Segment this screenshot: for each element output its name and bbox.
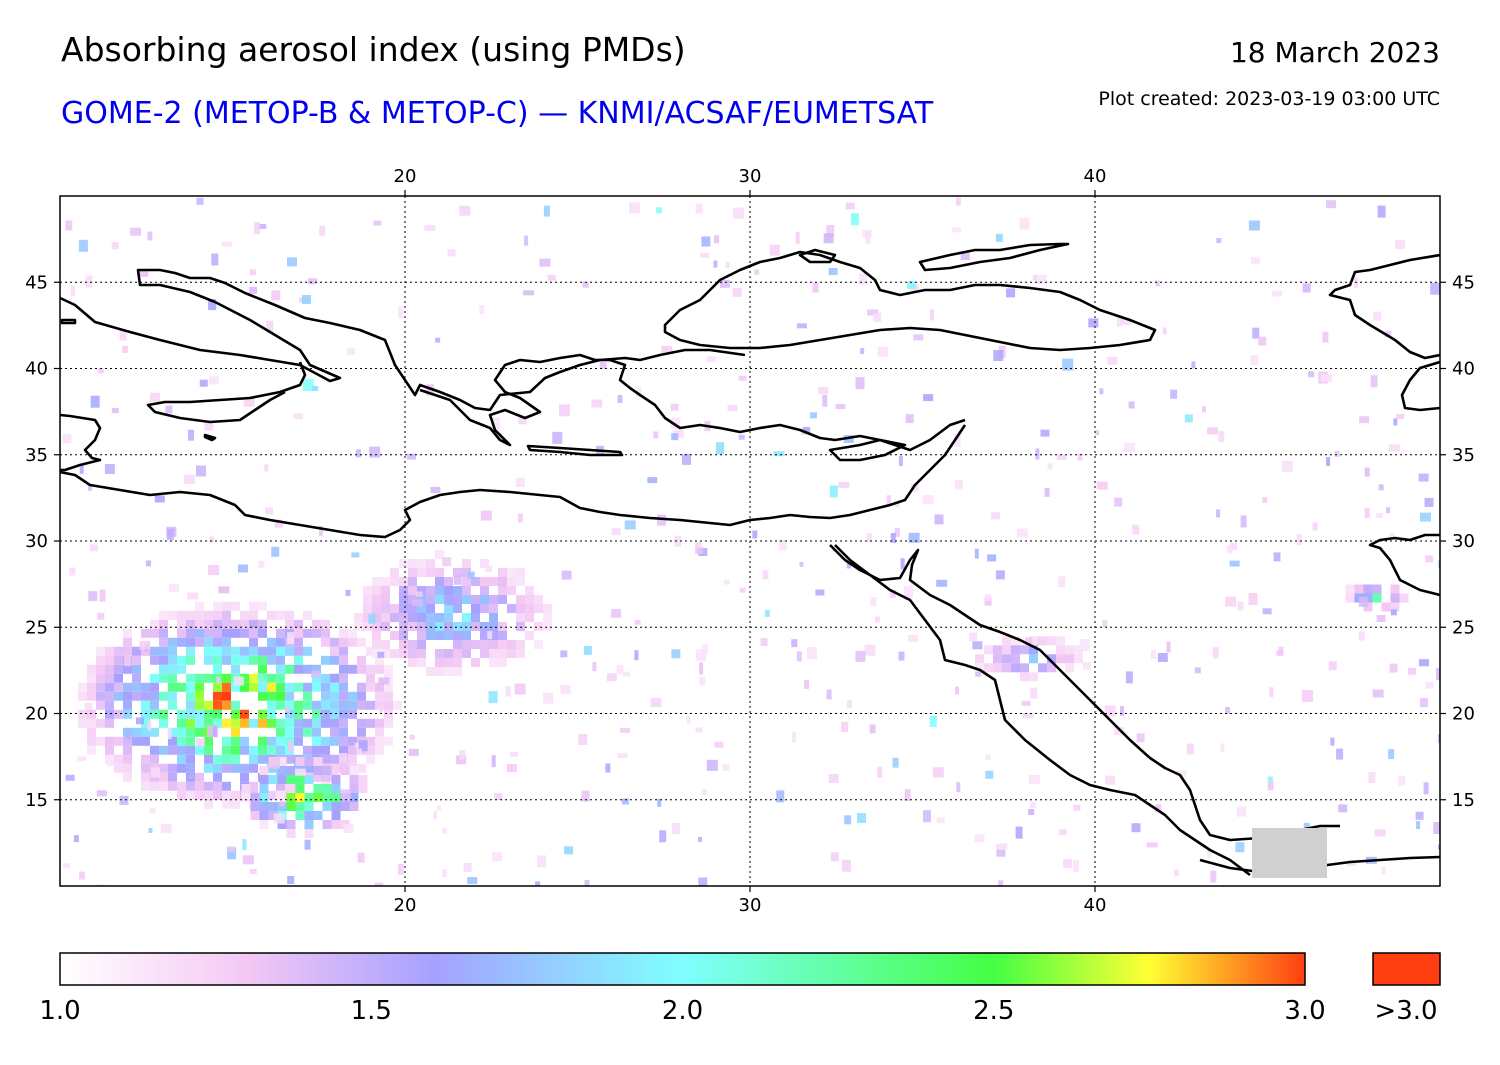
coastline-iran-west — [1400, 360, 1440, 412]
colorbar-tick-label: 3.0 — [1284, 996, 1325, 1026]
coastline-crete — [526, 444, 624, 457]
lon-tick-label-top: 30 — [739, 166, 762, 187]
coastline-red-sea-west — [834, 544, 1251, 877]
lat-tick-label-right: 20 — [1452, 704, 1475, 725]
coastline-crimea — [798, 248, 837, 264]
coastline-persian-gulf — [1368, 533, 1440, 597]
aerosol-index-layer — [62, 197, 1440, 886]
lat-tick-label-left: 30 — [25, 531, 48, 552]
coastline-italy-boot — [146, 361, 307, 424]
lat-tick-label-left: 15 — [25, 790, 48, 811]
lon-tick-label-bottom: 30 — [739, 895, 762, 916]
coastline-cyprus — [828, 438, 907, 462]
plot-created-timestamp: Plot created: 2023-03-19 03:00 UTC — [1098, 88, 1440, 110]
coastline-italy — [60, 268, 746, 412]
lat-tick-label-right: 35 — [1452, 445, 1475, 466]
coastline-red-sea-east — [829, 544, 1340, 842]
aerosol-region — [1345, 584, 1409, 612]
colorbar-tick-label: 2.5 — [973, 996, 1014, 1026]
colorbar-over-label: >3.0 — [1374, 996, 1437, 1026]
coastline-sicily — [203, 433, 217, 442]
aerosol-speckles — [62, 197, 1440, 886]
map-subtitle: GOME-2 (METOP-B & METOP-C) — KNMI/ACSAF/… — [61, 96, 934, 131]
lat-tick-label-left: 45 — [25, 272, 48, 293]
coastline-north-africa — [60, 424, 967, 539]
lat-tick-label-right: 25 — [1452, 617, 1475, 638]
lon-tick-label-bottom: 40 — [1084, 895, 1107, 916]
colorbar-tick-label: 1.0 — [39, 996, 80, 1026]
map-title: Absorbing aerosol index (using PMDs) — [61, 30, 686, 69]
colorbar-tick-label: 2.0 — [662, 996, 703, 1026]
lat-tick-label-left: 40 — [25, 359, 48, 380]
coastline-tunisia — [60, 413, 102, 472]
coastline-caspian-region — [1328, 253, 1440, 360]
colorbar-over-swatch — [1372, 952, 1441, 986]
lat-tick-label-right: 40 — [1452, 359, 1475, 380]
aerosol-region — [241, 757, 368, 838]
aerosol-region — [78, 601, 402, 809]
aerosol-region — [975, 636, 1083, 682]
coastline-sardinia — [60, 318, 77, 325]
lat-tick-label-right: 45 — [1452, 272, 1475, 293]
aerosol-region — [354, 550, 552, 676]
colorbar-tick-label: 1.5 — [351, 996, 392, 1026]
lon-tick-label-top: 20 — [394, 166, 417, 187]
graticule — [60, 196, 1440, 886]
lat-tick-label-right: 30 — [1452, 531, 1475, 552]
lat-tick-label-left: 35 — [25, 445, 48, 466]
observation-date: 18 March 2023 — [1229, 36, 1440, 69]
no-data-region — [1252, 828, 1327, 878]
lat-tick-label-right: 15 — [1452, 790, 1475, 811]
axis-ticks: 20 20 30 30 40 40 45 45 40 40 35 35 30 30 25 25 20 20 15 15 — [25, 166, 1475, 916]
colorbar — [59, 952, 1306, 986]
lon-tick-label-bottom: 20 — [394, 895, 417, 916]
coastline-azov — [918, 242, 1070, 272]
lat-tick-label-left: 20 — [25, 704, 48, 725]
coastline-greece — [419, 353, 966, 452]
lon-tick-label-top: 40 — [1084, 166, 1107, 187]
colorbar-ticks: 1.0 1.5 2.0 2.5 3.0 — [39, 996, 1325, 1026]
coastline-black-sea — [663, 250, 1157, 352]
lat-tick-label-left: 25 — [25, 617, 48, 638]
coastlines — [60, 242, 1440, 877]
